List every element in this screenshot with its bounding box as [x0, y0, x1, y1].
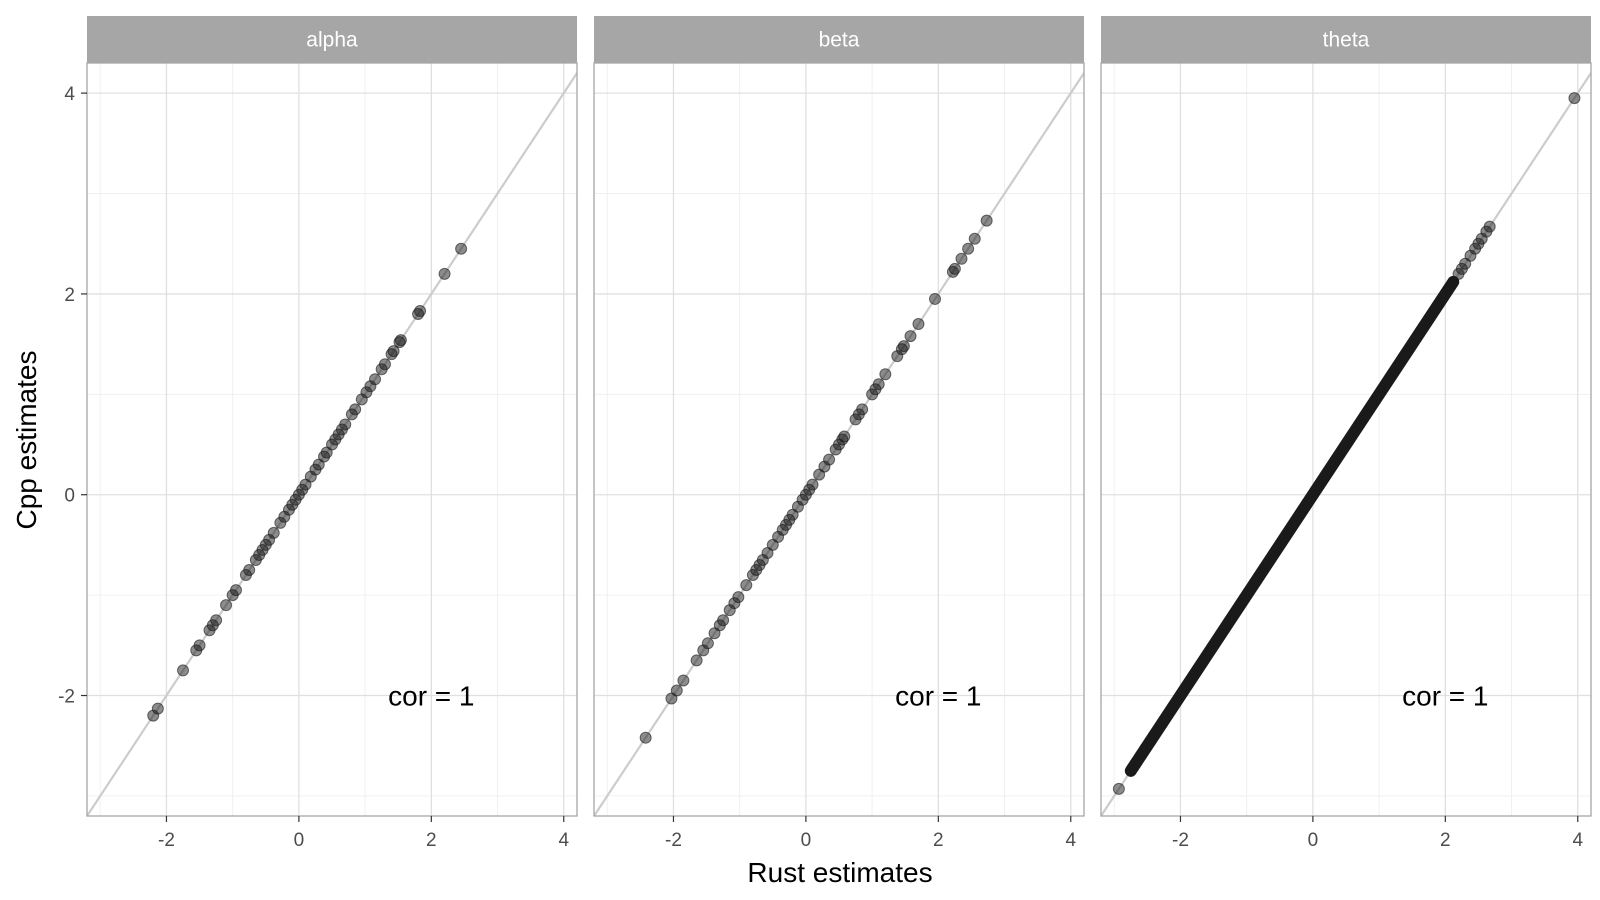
data-point	[690, 654, 703, 667]
x-tick-label: -2	[1172, 830, 1189, 851]
x-tick-label: 4	[558, 830, 569, 851]
points-beta	[639, 214, 993, 744]
data-point	[267, 526, 280, 539]
data-point	[387, 345, 400, 358]
correlation-annotation: cor = 1	[388, 681, 474, 712]
x-tick-label: -2	[158, 830, 175, 851]
facet-strip	[594, 16, 1084, 63]
data-point	[455, 242, 468, 255]
y-tick-label: -2	[58, 687, 75, 708]
dense-points-band	[1124, 275, 1460, 777]
facet-panel-alpha: alpha cor = 1 -2 0 2 4	[86, 16, 578, 851]
data-point	[879, 368, 892, 381]
data-point	[639, 731, 652, 744]
data-point	[912, 318, 925, 331]
data-point	[670, 684, 683, 697]
data-point	[701, 637, 714, 650]
x-tick-label: 4	[1572, 830, 1583, 851]
facet-panel-beta: beta cor = 1 -2 0 2 4	[593, 16, 1085, 851]
data-point	[856, 403, 869, 416]
x-tick-label: 0	[801, 830, 812, 851]
data-point	[823, 453, 836, 466]
y-axis-title: Cpp estimates	[11, 351, 42, 530]
data-point	[677, 674, 690, 687]
data-point	[838, 430, 851, 443]
data-point	[732, 591, 745, 604]
data-point	[897, 340, 910, 353]
y-axis: -2 0 2 4	[58, 84, 87, 708]
data-point	[740, 579, 753, 592]
facet-strip-label: theta	[1323, 29, 1370, 52]
points-alpha	[147, 242, 468, 722]
data-point	[243, 564, 256, 577]
data-point	[1147, 729, 1160, 742]
data-point	[339, 418, 352, 431]
data-point	[1112, 782, 1125, 795]
data-point	[872, 378, 885, 391]
data-point	[955, 252, 968, 265]
data-point	[210, 614, 223, 627]
data-point	[394, 334, 407, 347]
data-point	[806, 478, 819, 491]
x-tick-label: 2	[1440, 830, 1451, 851]
data-point	[968, 232, 981, 245]
data-point	[929, 292, 942, 305]
facet-strip	[1101, 16, 1591, 63]
data-point	[414, 304, 427, 317]
panels-layer: alpha cor = 1 -2 0 2 4 beta cor = 1 -2 0 2 4 theta co…	[86, 16, 1592, 851]
facet-panel-theta: theta cor = 1 -2 0 2 4	[1100, 16, 1592, 851]
facet-strip-label: beta	[819, 29, 860, 52]
x-tick-label: -2	[665, 830, 682, 851]
data-point	[349, 403, 362, 416]
facet-strip-label: alpha	[306, 29, 358, 52]
correlation-annotation: cor = 1	[895, 681, 981, 712]
y-tick-label: 0	[64, 486, 75, 507]
data-point	[962, 242, 975, 255]
x-tick-label: 2	[933, 830, 944, 851]
data-point	[369, 373, 382, 386]
data-point	[438, 267, 451, 280]
correlation-annotation: cor = 1	[1402, 681, 1488, 712]
data-point	[151, 702, 164, 715]
x-axis-title: Rust estimates	[747, 857, 932, 888]
data-point	[1483, 220, 1496, 233]
x-tick-label: 4	[1065, 830, 1076, 851]
x-tick-label: 2	[426, 830, 437, 851]
data-point	[220, 599, 233, 612]
data-point	[717, 614, 730, 627]
x-tick-label: 0	[294, 830, 305, 851]
data-point	[948, 262, 961, 275]
data-point	[193, 639, 206, 652]
x-tick-label: 0	[1308, 830, 1319, 851]
data-point	[177, 664, 190, 677]
y-tick-label: 4	[64, 84, 75, 105]
facet-strip	[87, 16, 577, 63]
points-theta	[1112, 92, 1581, 795]
data-point	[229, 584, 242, 597]
y-tick-label: 2	[64, 285, 75, 306]
data-point	[378, 358, 391, 371]
data-point	[904, 330, 917, 343]
data-point	[1568, 92, 1581, 105]
data-point	[980, 214, 993, 227]
